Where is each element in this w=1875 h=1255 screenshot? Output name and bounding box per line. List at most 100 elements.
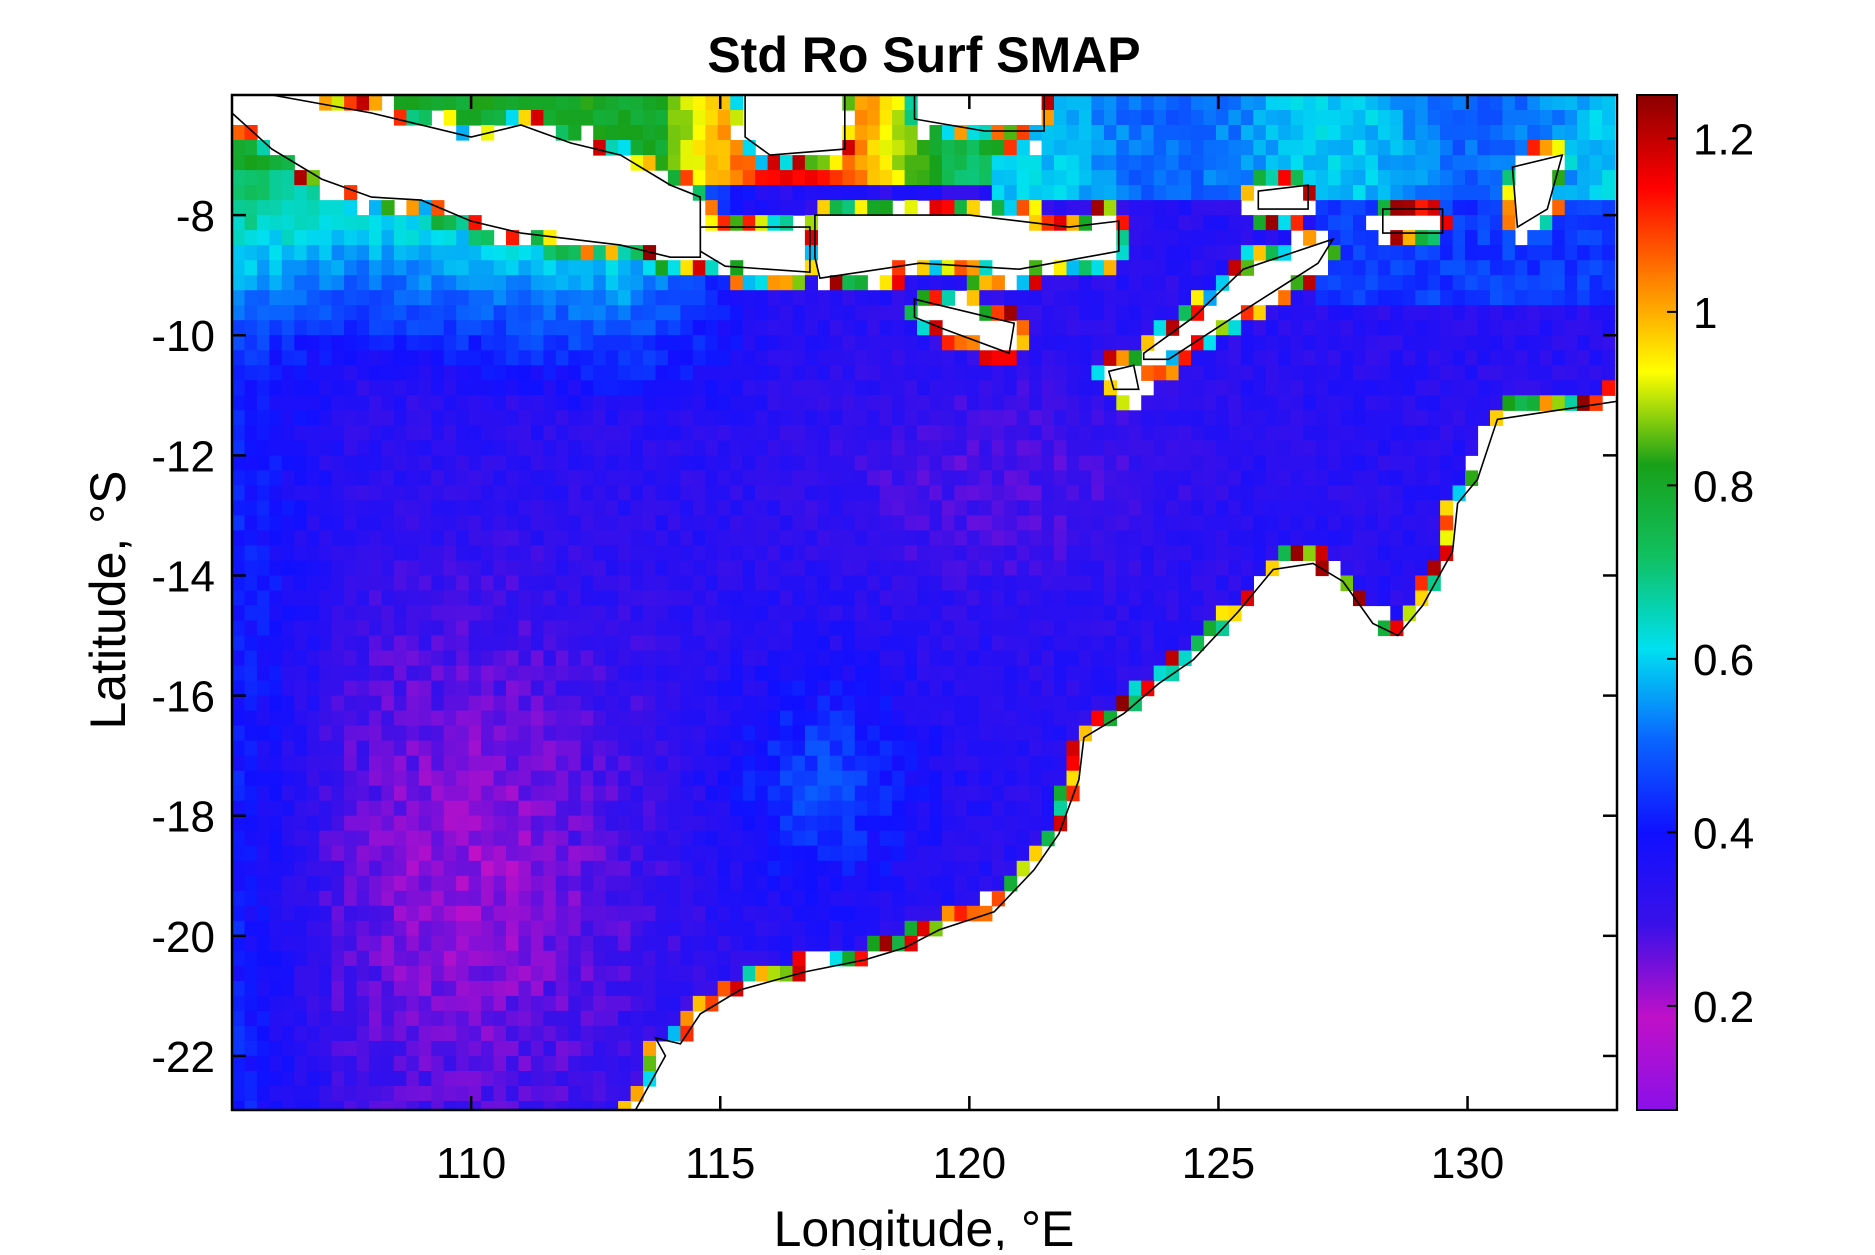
heatmap-cell xyxy=(580,860,594,877)
heatmap-cell xyxy=(493,605,507,622)
heatmap-cell xyxy=(506,770,520,787)
heatmap-cell xyxy=(954,605,968,622)
heatmap-cell xyxy=(543,755,557,772)
heatmap-cell xyxy=(792,425,806,441)
heatmap-cell xyxy=(1589,290,1603,306)
heatmap-cell xyxy=(1490,185,1504,201)
heatmap-cell xyxy=(431,785,445,802)
heatmap-cell xyxy=(294,440,308,456)
heatmap-cell xyxy=(1041,500,1055,516)
heatmap-cell xyxy=(294,650,308,667)
heatmap-cell xyxy=(256,170,270,186)
heatmap-cell xyxy=(393,755,407,772)
heatmap-cell xyxy=(244,890,258,907)
heatmap-cell xyxy=(232,815,246,832)
heatmap-cell xyxy=(742,755,756,772)
heatmap-cell xyxy=(481,245,495,261)
heatmap-cell xyxy=(1191,530,1205,546)
heatmap-cell xyxy=(493,305,507,321)
heatmap-cell xyxy=(1340,320,1354,336)
heatmap-cell xyxy=(369,515,383,531)
heatmap-cell xyxy=(530,470,544,486)
heatmap-cell xyxy=(780,635,794,652)
heatmap-cell xyxy=(1290,155,1304,171)
heatmap-cell xyxy=(443,605,457,622)
heatmap-cell xyxy=(892,380,906,396)
heatmap-cell xyxy=(1029,455,1043,471)
heatmap-cell xyxy=(655,380,669,396)
heatmap-cell xyxy=(692,590,706,607)
heatmap-cell xyxy=(917,650,931,667)
heatmap-cell xyxy=(1353,230,1367,246)
heatmap-cell xyxy=(456,605,470,622)
heatmap-cell xyxy=(431,770,445,787)
heatmap-cell xyxy=(1178,290,1192,306)
heatmap-cell xyxy=(356,425,370,441)
heatmap-cell xyxy=(1265,140,1279,156)
heatmap-cell xyxy=(356,935,370,952)
heatmap-cell xyxy=(1016,695,1030,712)
heatmap-cell xyxy=(493,530,507,546)
heatmap-cell xyxy=(1041,275,1055,291)
heatmap-cell xyxy=(1016,320,1030,336)
heatmap-cell xyxy=(979,155,993,171)
heatmap-cell xyxy=(431,95,445,111)
heatmap-cell xyxy=(456,590,470,607)
heatmap-cell xyxy=(929,770,943,787)
heatmap-cell xyxy=(1328,365,1342,381)
heatmap-cell xyxy=(1178,635,1192,652)
heatmap-cell xyxy=(1178,620,1192,637)
heatmap-cell xyxy=(555,665,569,682)
heatmap-cell xyxy=(780,515,794,531)
heatmap-cell xyxy=(680,635,694,652)
heatmap-cell xyxy=(730,320,744,336)
heatmap-cell xyxy=(555,770,569,787)
heatmap-cell xyxy=(1215,215,1229,231)
heatmap-cell xyxy=(780,815,794,832)
heatmap-cell xyxy=(543,440,557,456)
heatmap-cell xyxy=(393,725,407,742)
heatmap-cell xyxy=(618,560,632,577)
heatmap-cell xyxy=(717,425,731,441)
heatmap-cell xyxy=(941,395,955,411)
heatmap-cell xyxy=(1041,785,1055,802)
heatmap-cell xyxy=(717,365,731,381)
heatmap-cell xyxy=(730,110,744,126)
heatmap-cell xyxy=(506,440,520,456)
heatmap-cell xyxy=(456,680,470,697)
heatmap-cell xyxy=(605,890,619,907)
heatmap-cell xyxy=(1116,635,1130,652)
heatmap-cell xyxy=(481,290,495,306)
heatmap-cell xyxy=(767,635,781,652)
heatmap-cell xyxy=(842,845,856,862)
heatmap-cell xyxy=(381,1010,395,1027)
heatmap-cell xyxy=(1029,800,1043,817)
heatmap-cell xyxy=(530,395,544,411)
heatmap-cell xyxy=(917,830,931,847)
heatmap-cell xyxy=(443,1010,457,1027)
heatmap-cell xyxy=(294,500,308,516)
heatmap-cell xyxy=(804,605,818,622)
heatmap-cell xyxy=(1116,695,1130,712)
heatmap-cell xyxy=(1116,530,1130,546)
heatmap-cell xyxy=(381,605,395,622)
heatmap-cell xyxy=(1041,680,1055,697)
heatmap-cell xyxy=(468,530,482,546)
heatmap-cell xyxy=(755,545,769,561)
heatmap-cell xyxy=(705,890,719,907)
heatmap-cell xyxy=(1203,110,1217,126)
heatmap-cell xyxy=(555,440,569,456)
heatmap-cell xyxy=(879,740,893,757)
heatmap-cell xyxy=(331,425,345,441)
heatmap-cell xyxy=(1253,95,1267,111)
heatmap-cell xyxy=(1103,320,1117,336)
heatmap-cell xyxy=(941,695,955,712)
heatmap-cell xyxy=(1078,95,1092,111)
heatmap-cell xyxy=(518,440,532,456)
heatmap-cell xyxy=(1191,590,1205,607)
heatmap-cell xyxy=(1290,320,1304,336)
heatmap-cell xyxy=(393,680,407,697)
heatmap-cell xyxy=(306,1025,320,1042)
heatmap-cell xyxy=(991,710,1005,727)
heatmap-cell xyxy=(892,860,906,877)
